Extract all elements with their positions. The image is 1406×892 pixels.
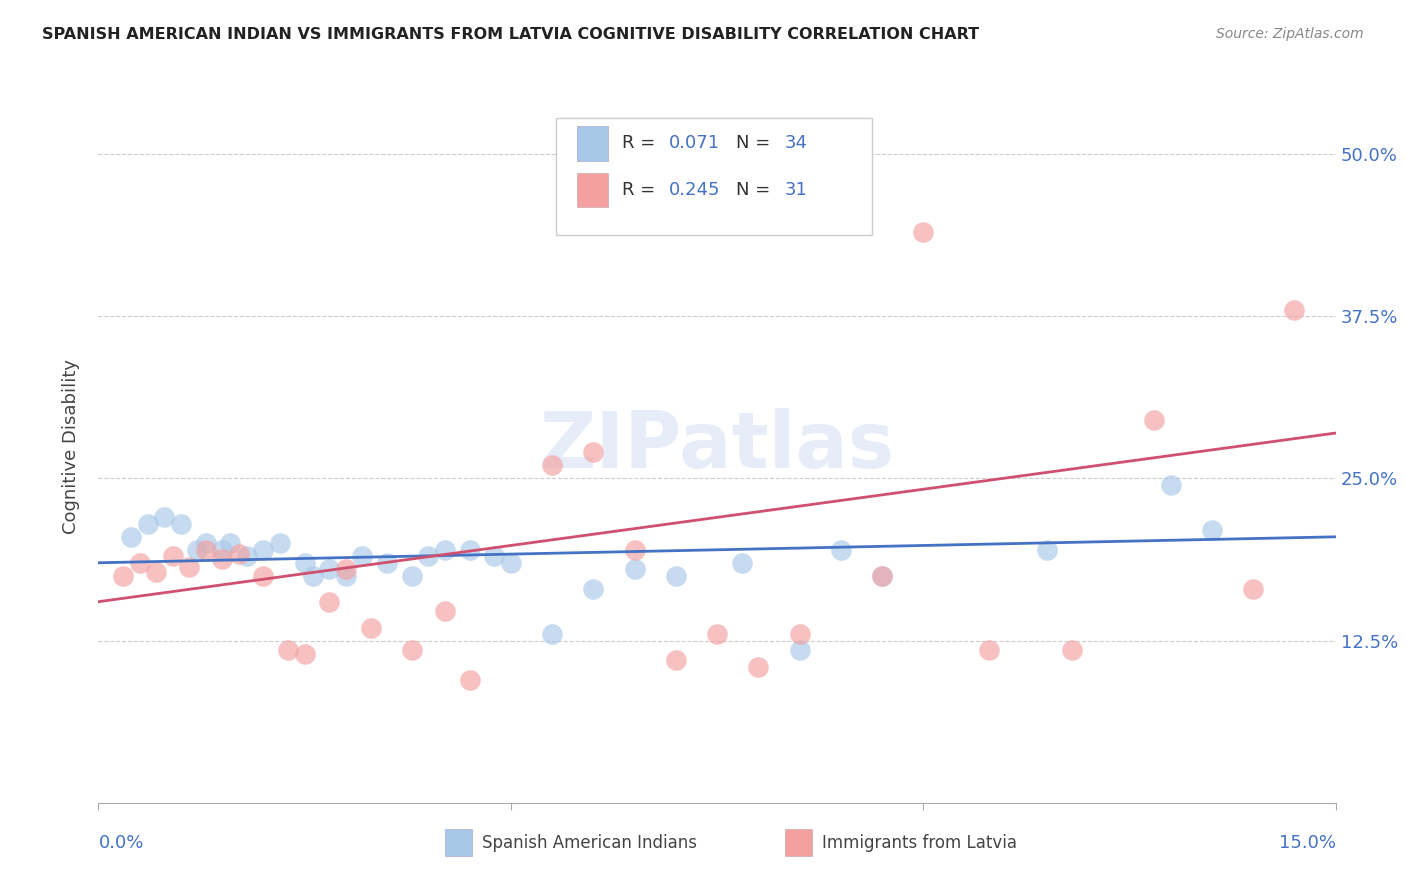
Point <box>219 536 242 550</box>
Text: 15.0%: 15.0% <box>1278 834 1336 852</box>
Point <box>352 549 374 564</box>
Point <box>335 568 357 582</box>
Point <box>120 530 142 544</box>
Point <box>912 225 935 239</box>
Point <box>418 549 440 564</box>
Text: 0.245: 0.245 <box>669 181 720 199</box>
Point <box>665 653 688 667</box>
Point <box>1036 542 1059 557</box>
Point <box>294 647 316 661</box>
Text: SPANISH AMERICAN INDIAN VS IMMIGRANTS FROM LATVIA COGNITIVE DISABILITY CORRELATI: SPANISH AMERICAN INDIAN VS IMMIGRANTS FR… <box>42 27 980 42</box>
Point <box>194 536 217 550</box>
Point <box>211 552 233 566</box>
Point <box>789 642 811 657</box>
Text: R =: R = <box>621 181 661 199</box>
Text: ZIPatlas: ZIPatlas <box>540 408 894 484</box>
Point <box>789 627 811 641</box>
Text: 0.071: 0.071 <box>669 135 720 153</box>
Point <box>870 568 893 582</box>
Point <box>277 642 299 657</box>
Point <box>706 627 728 641</box>
Point <box>499 556 522 570</box>
Point <box>153 510 176 524</box>
Bar <box>785 830 813 856</box>
Point <box>335 562 357 576</box>
Point <box>162 549 184 564</box>
Point <box>484 549 506 564</box>
Point <box>623 562 645 576</box>
Point <box>211 542 233 557</box>
Point <box>112 568 135 582</box>
Point <box>1241 582 1264 596</box>
Point <box>145 565 167 579</box>
Point <box>623 542 645 557</box>
Point <box>1284 302 1306 317</box>
Point <box>228 547 250 561</box>
Point <box>830 542 852 557</box>
Point <box>665 568 688 582</box>
Point <box>252 568 274 582</box>
Text: Source: ZipAtlas.com: Source: ZipAtlas.com <box>1216 27 1364 41</box>
Point <box>870 568 893 582</box>
Point <box>302 568 325 582</box>
Point <box>128 556 150 570</box>
Point <box>194 542 217 557</box>
Point <box>458 542 481 557</box>
Y-axis label: Cognitive Disability: Cognitive Disability <box>62 359 80 533</box>
Point <box>979 642 1001 657</box>
Point <box>401 642 423 657</box>
Point <box>375 556 398 570</box>
FancyBboxPatch shape <box>557 118 872 235</box>
Text: R =: R = <box>621 135 661 153</box>
Point <box>318 562 340 576</box>
Point <box>541 458 564 473</box>
Point <box>170 516 193 531</box>
Point <box>541 627 564 641</box>
Point <box>433 604 456 618</box>
Point <box>747 659 769 673</box>
Text: 0.0%: 0.0% <box>98 834 143 852</box>
Text: Spanish American Indians: Spanish American Indians <box>482 834 697 852</box>
Point <box>1201 524 1223 538</box>
Bar <box>578 173 609 207</box>
Point <box>179 559 201 574</box>
Point <box>252 542 274 557</box>
Point <box>294 556 316 570</box>
Text: 34: 34 <box>785 135 808 153</box>
Point <box>236 549 259 564</box>
Point <box>136 516 159 531</box>
Bar <box>444 830 472 856</box>
Point <box>433 542 456 557</box>
Point <box>1160 478 1182 492</box>
Point <box>582 582 605 596</box>
Text: N =: N = <box>735 181 776 199</box>
Point <box>360 621 382 635</box>
Text: N =: N = <box>735 135 776 153</box>
Point <box>1060 642 1083 657</box>
Point <box>269 536 291 550</box>
Text: 31: 31 <box>785 181 808 199</box>
Point <box>1143 413 1166 427</box>
Text: Immigrants from Latvia: Immigrants from Latvia <box>823 834 1017 852</box>
Point <box>401 568 423 582</box>
Point <box>186 542 208 557</box>
Point <box>458 673 481 687</box>
Bar <box>578 127 609 161</box>
Point <box>318 595 340 609</box>
Point <box>582 445 605 459</box>
Point <box>731 556 754 570</box>
